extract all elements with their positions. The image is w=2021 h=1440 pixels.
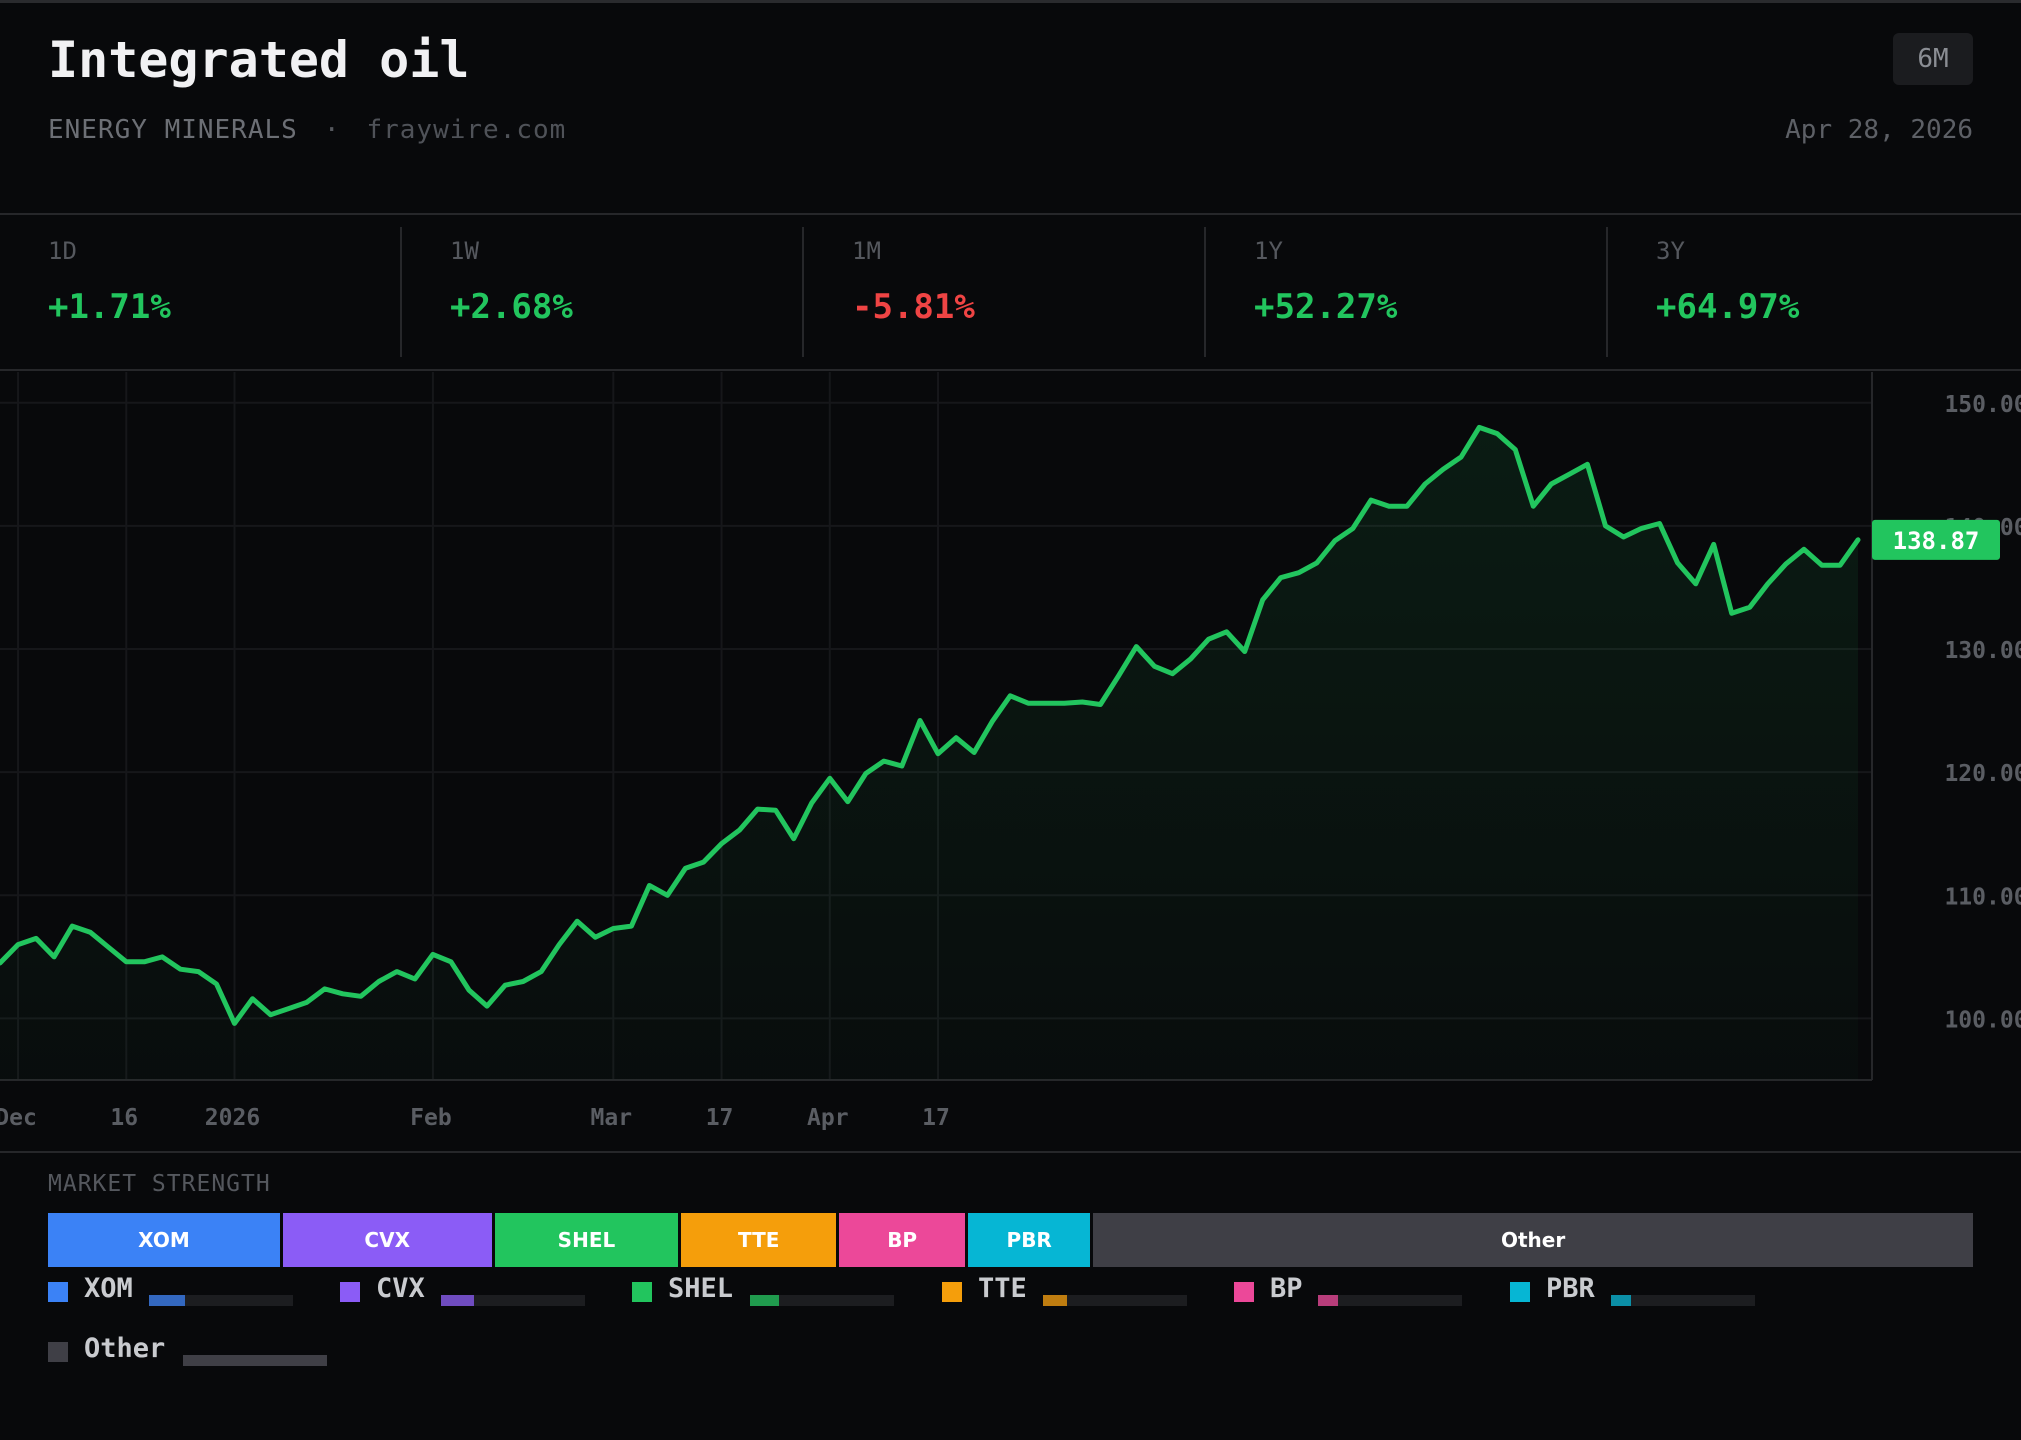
strength-track [1611, 1295, 1755, 1306]
divider [1204, 227, 1206, 357]
divider [0, 1151, 2021, 1153]
y-tick-label: 120.00 [1944, 761, 2021, 787]
last-price-badge [1872, 519, 2000, 560]
stat-1y: 1Y +52.27% [1206, 215, 1608, 370]
series-line [0, 424, 1861, 1026]
strength-fill [1318, 1295, 1339, 1306]
performance-stats: 1D +1.71% 1W +2.68% 1M -5.81% 1Y +52.27%… [0, 215, 2021, 370]
range-button[interactable]: 6M [1893, 33, 1973, 85]
last-price-label: 138.87 [1893, 527, 1980, 555]
divider [1606, 227, 1608, 357]
legend-label: XOM [84, 1273, 133, 1304]
header: Integrated oil ENERGY MINERALS · fraywire.… [0, 3, 2021, 213]
legend-swatch [1510, 1282, 1530, 1302]
sector-label: ENERGY MINERALS [48, 115, 298, 145]
legend-swatch [48, 1282, 68, 1302]
stat-label: 1Y [1254, 237, 1283, 265]
stat-1d: 1D +1.71% [0, 215, 402, 370]
y-tick-label: 130.00 [1944, 638, 2021, 664]
strength-fill [1611, 1295, 1632, 1306]
strength-fill [1043, 1295, 1068, 1306]
legend-label: Other [84, 1333, 166, 1364]
stat-label: 1W [450, 237, 479, 265]
strength-bar: XOM CVX SHEL TTE BP PBR Other [48, 1213, 1973, 1267]
divider [400, 227, 402, 357]
strength-segment-tte[interactable]: TTE [681, 1213, 840, 1267]
stat-3y: 3Y +64.97% [1608, 215, 2010, 370]
strength-segment-other[interactable]: Other [1093, 1213, 1973, 1267]
x-tick-label: 2026 [205, 1105, 260, 1131]
legend-label: PBR [1546, 1273, 1595, 1304]
separator-dot: · [323, 115, 341, 145]
divider [802, 227, 804, 357]
legend-label: TTE [978, 1273, 1027, 1304]
strength-segment-pbr[interactable]: PBR [968, 1213, 1094, 1267]
strength-segment-xom[interactable]: XOM [48, 1213, 283, 1267]
strength-track [441, 1295, 585, 1306]
strength-segment-shel[interactable]: SHEL [494, 1213, 682, 1267]
date-label: Apr 28, 2026 [1785, 115, 1973, 145]
legend-label: SHEL [668, 1273, 734, 1304]
stat-value: +64.97% [1656, 287, 1800, 327]
strength-track [149, 1295, 293, 1306]
x-tick-label: Feb [410, 1105, 452, 1131]
subtitle: ENERGY MINERALS · fraywire.com [48, 115, 566, 145]
stat-label: 3Y [1656, 237, 1685, 265]
strength-track [1318, 1295, 1462, 1306]
divider [0, 213, 2021, 215]
y-tick-label: 110.00 [1944, 884, 2021, 910]
stat-1m: 1M -5.81% [804, 215, 1206, 370]
x-tick-label: Mar [591, 1105, 633, 1131]
x-tick-label: Dec [0, 1105, 37, 1131]
legend-swatch [48, 1342, 68, 1362]
x-tick-label: 16 [110, 1105, 138, 1131]
strength-track [750, 1295, 894, 1306]
price-chart[interactable]: 100.00110.00120.00130.00140.00150.00Dec1… [0, 372, 2021, 1152]
strength-fill [183, 1355, 327, 1366]
legend-label: CVX [376, 1273, 425, 1304]
page-title: Integrated oil [48, 31, 470, 89]
series-area [0, 427, 1858, 1080]
legend-swatch [942, 1282, 962, 1302]
y-tick-label: 150.00 [1944, 392, 2021, 418]
legend-label: BP [1270, 1273, 1303, 1304]
stat-1w: 1W +2.68% [402, 215, 804, 370]
stat-label: 1D [48, 237, 77, 265]
legend-swatch [632, 1282, 652, 1302]
divider [0, 369, 2021, 371]
stat-value: +52.27% [1254, 287, 1398, 327]
strength-fill [149, 1295, 185, 1306]
stat-value: -5.81% [852, 287, 975, 327]
x-tick-label: 17 [922, 1105, 950, 1131]
stat-value: +2.68% [450, 287, 573, 327]
x-tick-label: 17 [706, 1105, 734, 1131]
strength-track [1043, 1295, 1187, 1306]
legend-swatch [340, 1282, 360, 1302]
top-border [0, 0, 2021, 3]
strength-fill [441, 1295, 475, 1306]
source-link[interactable]: fraywire.com [366, 115, 567, 145]
stat-label: 1M [852, 237, 881, 265]
x-tick-label: Apr [807, 1105, 849, 1131]
stat-value: +1.71% [48, 287, 171, 327]
strength-fill [750, 1295, 779, 1306]
market-strength: MARKET STRENGTH XOM CVX SHEL TTE BP PBR Other … [0, 1153, 2021, 1440]
section-title: MARKET STRENGTH [48, 1171, 271, 1197]
strength-segment-cvx[interactable]: CVX [282, 1213, 495, 1267]
y-tick-label: 100.00 [1944, 1007, 2021, 1033]
strength-track [183, 1355, 327, 1366]
legend-swatch [1234, 1282, 1254, 1302]
strength-segment-bp[interactable]: BP [839, 1213, 969, 1267]
